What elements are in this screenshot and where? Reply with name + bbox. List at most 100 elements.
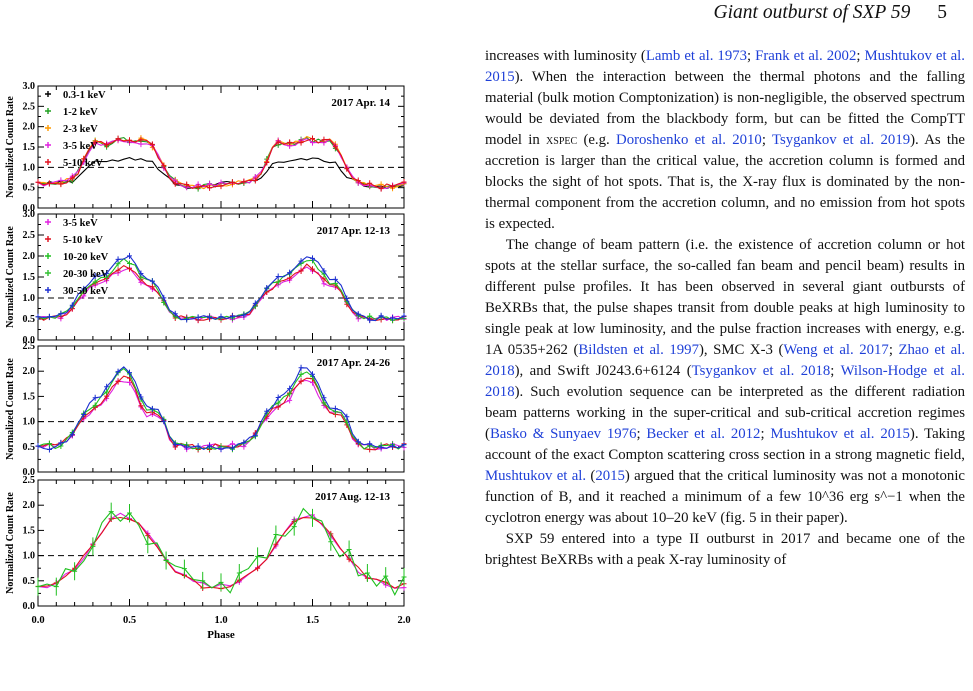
data-point-marker: [184, 444, 190, 451]
data-point-marker: [241, 312, 247, 319]
citation-link[interactable]: Tsygankov et al. 2018: [691, 363, 831, 379]
data-point-marker: [241, 178, 247, 185]
legend-label: 0.3-1 keV: [63, 90, 106, 101]
data-point-marker: [69, 302, 75, 309]
data-point-marker: [81, 411, 87, 418]
citation-link[interactable]: Mushtukov et al. 2015: [485, 48, 965, 85]
page-number: 5: [937, 2, 947, 23]
citation-link[interactable]: Mushtukov et al. 2015: [770, 426, 910, 442]
paragraph-3: SXP 59 entered into a type II outburst i…: [485, 529, 965, 571]
y-tick-label: 2.5: [23, 101, 36, 112]
citation-link[interactable]: Lamb et al. 1973: [645, 48, 748, 64]
data-point-marker: [181, 559, 187, 578]
y-tick-label: 2.0: [23, 500, 36, 511]
y-tick-label: 0.0: [23, 601, 36, 612]
citation-link[interactable]: Mushtukov et al.: [485, 468, 587, 484]
text-run: increases with luminosity (: [485, 48, 646, 64]
data-point-marker: [310, 508, 315, 527]
y-tick-label: 0.0: [23, 203, 36, 214]
legend-label: 5-10 keV: [63, 158, 103, 169]
data-point-marker: [252, 300, 258, 307]
text-run: ;: [856, 48, 865, 64]
data-point-marker: [127, 265, 132, 272]
data-point-marker: [184, 181, 190, 188]
citation-link[interactable]: 2015: [595, 468, 625, 484]
data-point-marker: [298, 139, 304, 146]
legend-label: 20-30 keV: [63, 269, 109, 280]
x-tick-label: 2.0: [397, 615, 410, 626]
profile-curve-1c2fd0: [37, 366, 405, 451]
data-point-marker: [264, 408, 270, 415]
data-point-marker: [275, 273, 281, 280]
data-point-marker: [218, 313, 224, 320]
running-title: Giant outburst of SXP 59: [713, 2, 911, 23]
panel-2: 0.0 0.5 1.0 1.5 2.0 2.5 3.0 2017 Apr. 12-13 3-5 …: [5, 209, 407, 346]
text-run: (: [586, 468, 596, 484]
data-point-marker: [138, 270, 144, 277]
x-tick-label: 1.5: [306, 615, 319, 626]
data-point-marker: [46, 180, 52, 187]
legend-marker: [45, 270, 51, 276]
data-point-marker: [321, 267, 327, 274]
y-tick-label: 1.5: [23, 142, 36, 153]
data-point-marker: [344, 413, 350, 420]
y-tick-label: 1.0: [23, 293, 36, 304]
data-point-marker: [275, 139, 281, 145]
data-point-marker: [401, 312, 407, 319]
citation-link[interactable]: Frank et al. 2002: [755, 48, 857, 64]
data-point-marker: [46, 446, 52, 453]
legend-label: 1-2 keV: [63, 107, 98, 118]
citation-link[interactable]: Wilson-Hodge et al. 2018: [485, 363, 965, 400]
legend-label: 3-5 keV: [63, 141, 98, 152]
data-point-marker: [344, 295, 350, 302]
data-point-marker: [273, 525, 279, 544]
citation-link[interactable]: Zhao et al. 2018: [485, 342, 966, 379]
data-point-marker: [35, 442, 41, 449]
data-point-marker: [275, 279, 281, 286]
data-point-marker: [163, 551, 169, 570]
panel-1: 0.0 0.5 1.0 1.5 2.0 2.5 3.0 2017 Apr. 14 0.3-1 k…: [5, 81, 407, 214]
y-tick-label: 3.0: [23, 81, 36, 92]
data-point-marker: [161, 294, 167, 301]
data-point-marker: [161, 418, 167, 425]
data-point-marker: [229, 313, 235, 320]
citation-link[interactable]: Doroshenko et al. 2010: [616, 132, 762, 148]
y-tick-label: 1.0: [23, 551, 36, 562]
text-run: ;: [888, 342, 899, 358]
citation-link[interactable]: Becker et al. 2012: [646, 426, 761, 442]
text-run: ;: [830, 363, 841, 379]
data-point-marker: [310, 371, 315, 378]
data-point-marker: [332, 143, 338, 150]
data-point-marker: [207, 314, 213, 321]
text-run: ) argued that the critical luminosity wa…: [485, 468, 965, 526]
data-point-marker: [92, 394, 98, 401]
data-point-marker: [390, 442, 396, 449]
legend-marker: [45, 125, 51, 131]
x-axis-label: Phase: [207, 629, 235, 641]
citation-link[interactable]: Tsygankov et al. 2019: [771, 132, 911, 148]
data-point-marker: [92, 278, 98, 285]
legend-marker: [45, 253, 51, 259]
x-tick-label: 1.0: [214, 615, 227, 626]
data-point-marker: [104, 141, 110, 148]
data-point-marker: [35, 577, 41, 596]
y-axis-label: Normalized Count Rate: [5, 492, 16, 594]
data-point-marker: [138, 393, 144, 400]
text-run: ;: [760, 426, 771, 442]
citation-link[interactable]: Bildsten et al. 1997: [578, 342, 699, 358]
legend-label: 10-20 keV: [63, 252, 109, 263]
data-point-marker: [207, 443, 213, 450]
data-point-marker: [115, 256, 121, 263]
citation-link[interactable]: Weng et al. 2017: [783, 342, 889, 358]
data-point-marker: [92, 139, 98, 146]
data-point-marker: [355, 311, 361, 318]
data-point-marker: [344, 165, 350, 172]
data-point-marker: [383, 567, 389, 586]
data-point-marker: [218, 573, 224, 592]
text-run: ), and Swift J0243.6+6124 (: [514, 363, 692, 379]
citation-link[interactable]: Basko & Sunyaev 1976: [489, 426, 637, 442]
y-tick-label: 0.5: [23, 314, 36, 325]
data-point-marker: [252, 177, 258, 184]
data-point-marker: [287, 385, 293, 392]
data-point-marker: [145, 535, 151, 554]
